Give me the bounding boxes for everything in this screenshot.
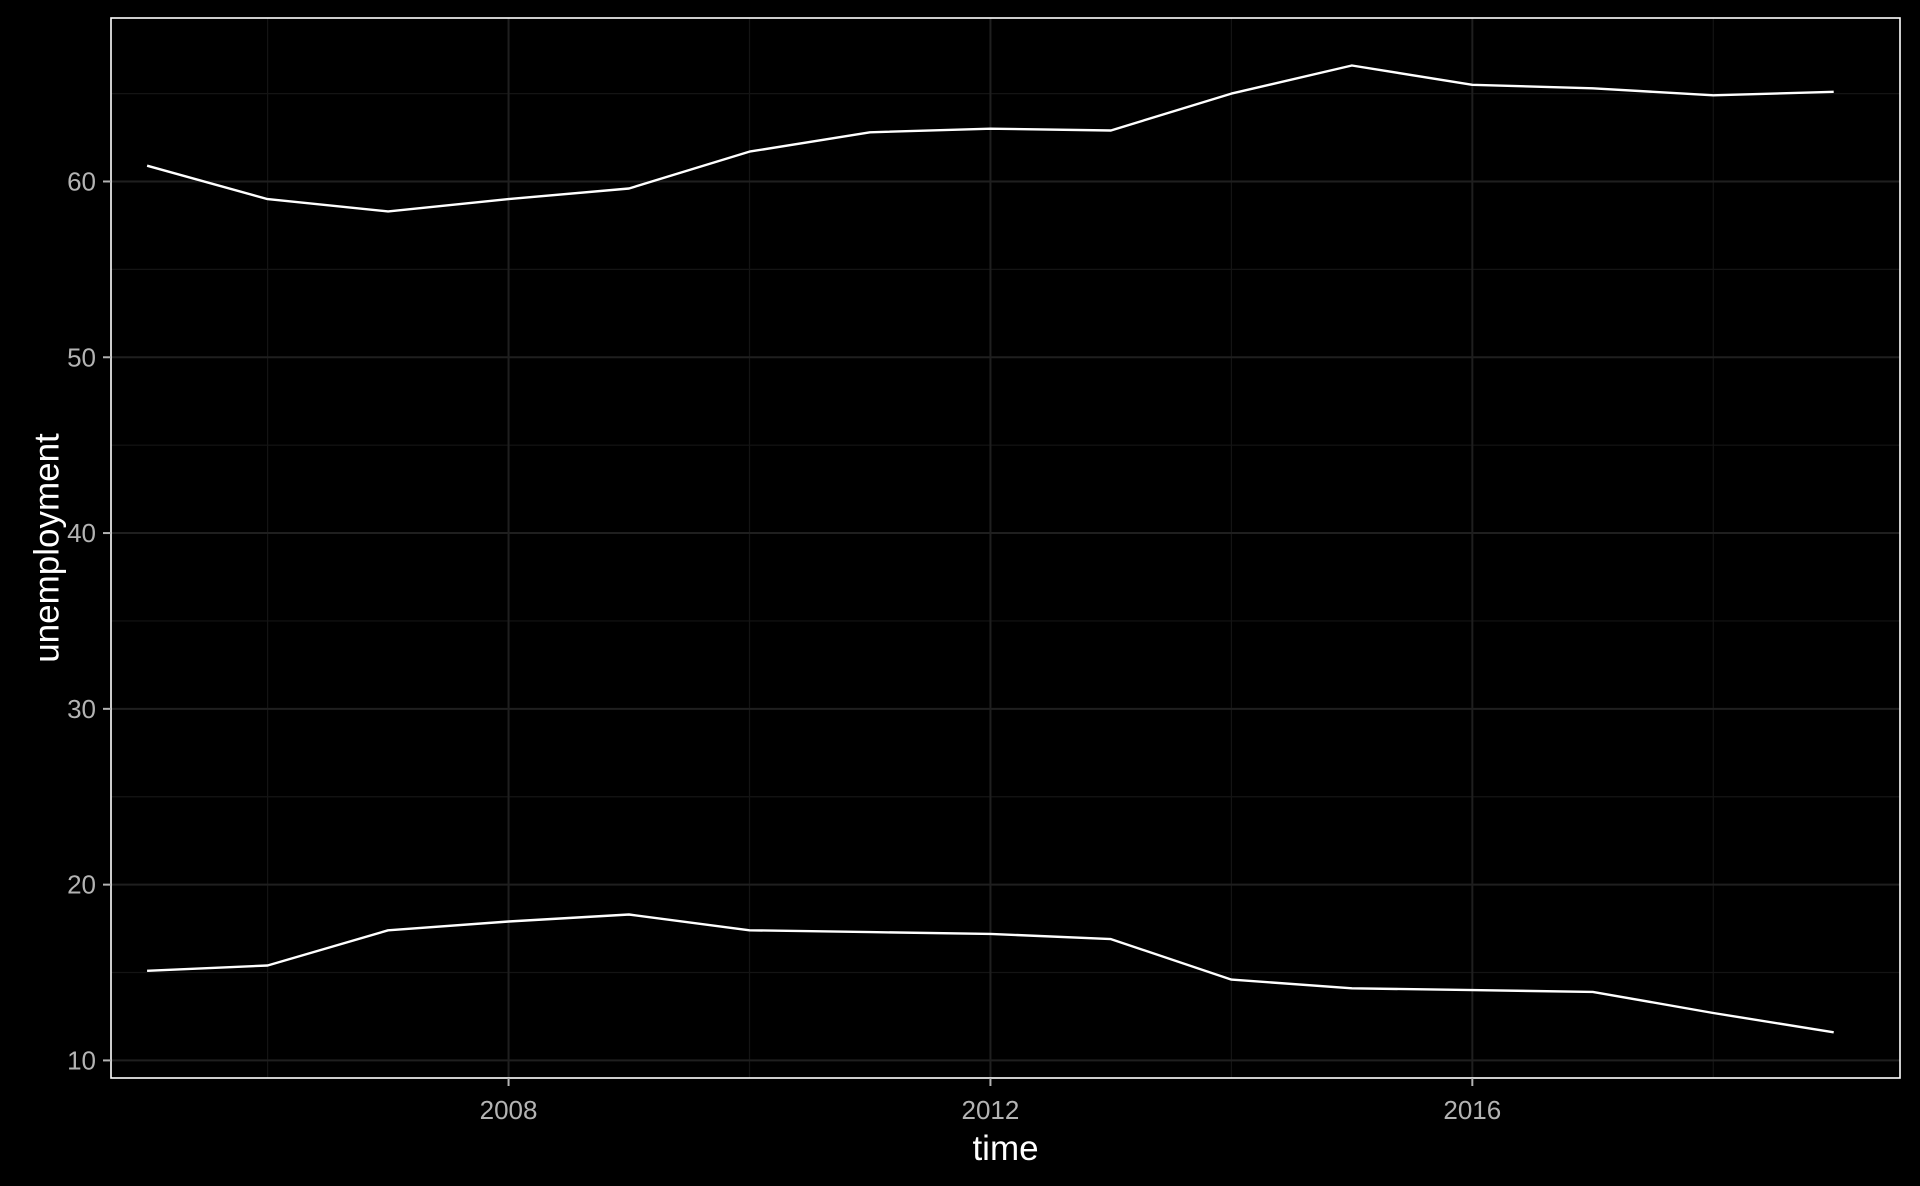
- series-lines: [146, 64, 1834, 1034]
- x-tick-label: 2012: [962, 1095, 1020, 1125]
- panel-border: [110, 17, 1901, 1079]
- y-tick-label: 40: [67, 518, 96, 548]
- x-tick-label: 2016: [1443, 1095, 1501, 1125]
- x-axis-title: time: [972, 1129, 1038, 1168]
- series-line-2: [147, 913, 1834, 1034]
- y-axis-title: unemployment: [27, 433, 66, 663]
- x-tick-label: 2008: [480, 1095, 538, 1125]
- series-line-1: [146, 64, 1834, 213]
- y-tick-label: 50: [67, 342, 96, 372]
- axes: 2008 2012 2016 10 20 30 40 50 60: [67, 166, 1501, 1125]
- y-tick-label: 60: [67, 166, 96, 196]
- y-tick-label: 10: [67, 1045, 96, 1075]
- y-tick-label: 20: [67, 870, 96, 900]
- grid: [111, 18, 1900, 1078]
- y-tick-label: 30: [67, 694, 96, 724]
